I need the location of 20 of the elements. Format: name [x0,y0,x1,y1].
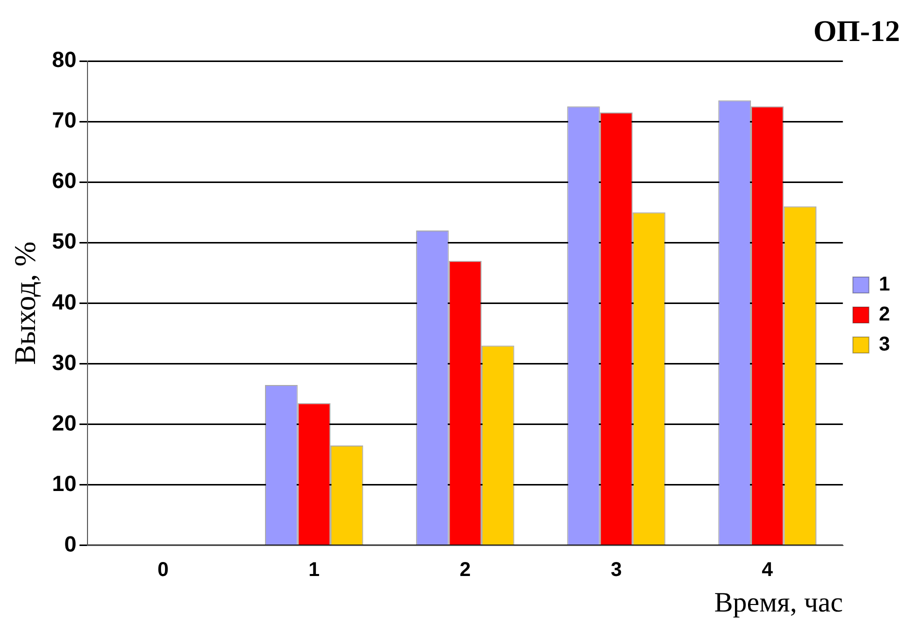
x-tick-label: 1 [308,558,320,581]
y-tick-label: 50 [52,228,76,254]
x-tick-label: 4 [762,558,774,581]
y-tick-label: 40 [52,289,76,314]
y-tick-label: 80 [52,47,76,72]
y-tick-label: 70 [52,108,76,133]
chart-title: ОП-12 [813,14,900,48]
x-axis-title: Время, час [714,588,843,619]
y-tick-label: 30 [52,350,76,375]
legend-label: 1 [878,274,890,296]
x-tick-label: 0 [157,558,169,581]
y-tick-label: 20 [52,410,76,436]
y-tick-label: 60 [52,168,76,194]
y-tick-label: 10 [52,470,76,496]
y-tick-label: 0 [64,531,76,556]
legend-label: 3 [878,334,890,356]
y-axis-title: Выход, % [8,241,42,365]
legend-label: 2 [878,304,890,326]
x-tick-label: 2 [460,558,471,581]
x-tick-label: 3 [610,558,622,581]
